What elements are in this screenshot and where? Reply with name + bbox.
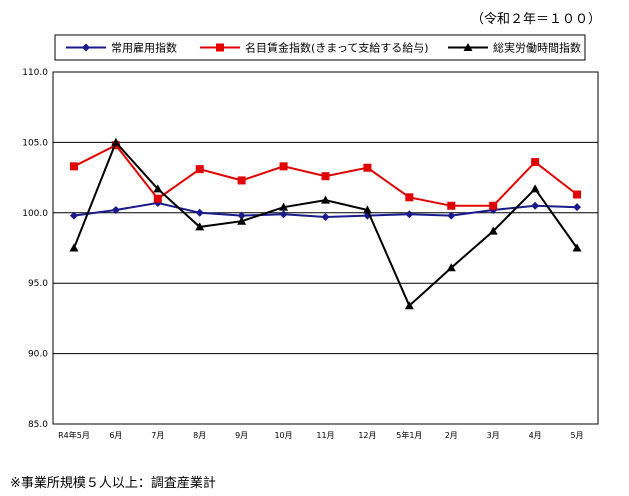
y-tick-label: 110.0 (22, 68, 48, 78)
data-point (405, 193, 414, 202)
data-point (69, 211, 78, 220)
series-2 (69, 137, 582, 310)
data-point (488, 226, 498, 235)
data-point (446, 263, 456, 272)
gridlines (53, 141, 598, 355)
data-point (531, 201, 540, 210)
y-axis-ticks: 85.0 90.0 95.0 100.0 105.0 110.0 (22, 68, 48, 430)
data-point (237, 216, 247, 225)
data-point (195, 208, 204, 217)
x-tick-label: 9月 (235, 431, 248, 440)
x-tick-label: 12月 (358, 431, 376, 440)
data-point (237, 211, 246, 220)
data-point (321, 195, 330, 204)
x-tick-label: 7月 (151, 431, 164, 440)
data-point (279, 162, 288, 171)
y-tick-label: 105.0 (22, 138, 48, 148)
legend-marker-hours (463, 43, 473, 51)
data-point (153, 184, 163, 193)
data-point (404, 301, 414, 310)
x-tick-label: 10月 (274, 431, 292, 440)
x-tick-label: 3月 (487, 431, 500, 440)
data-point (69, 162, 78, 171)
series-0 (69, 198, 582, 222)
x-tick-label: 6月 (109, 431, 122, 440)
data-point (363, 163, 372, 172)
data-point (279, 210, 288, 219)
x-tick-label: 8月 (193, 431, 206, 440)
x-axis-ticks: R4年5月 6月 7月 8月 9月 10月 11月 12月 5年1月 2月 3月 4月 5月 (58, 430, 583, 440)
data-point (531, 158, 540, 167)
data-point (573, 203, 582, 212)
footnote: ※事業所規模５人以上：調査産業計 (10, 476, 216, 491)
legend-box (54, 34, 586, 61)
unit-note: （令和２年＝１００） (470, 12, 601, 27)
data-point (279, 202, 289, 211)
data-point (111, 137, 121, 146)
legend-label-wage: 名目賃金指数(きまって支給する給与) (245, 41, 429, 55)
y-tick-label: 95.0 (28, 279, 48, 289)
data-point (111, 205, 120, 214)
legend-item-employment: 常用雇用指数 (66, 41, 177, 55)
series-group (69, 137, 582, 310)
x-tick-label: 2月 (445, 431, 458, 440)
y-tick-label: 90.0 (28, 350, 48, 360)
y-tick-label: 100.0 (22, 209, 48, 219)
legend-label-hours: 総実労働時間指数 (493, 41, 581, 55)
data-point (405, 210, 414, 219)
data-point (321, 172, 330, 181)
data-point (447, 201, 456, 210)
x-tick-label: 5月 (570, 431, 583, 440)
x-tick-label: 4月 (529, 431, 542, 440)
data-point (69, 243, 79, 252)
legend-marker-employment (82, 43, 90, 52)
data-point (195, 165, 204, 174)
legend-marker-wage (216, 43, 224, 52)
data-point (573, 190, 582, 199)
data-point (572, 243, 582, 252)
data-point (321, 213, 330, 222)
x-tick-label: R4年5月 (58, 430, 90, 440)
data-point (362, 205, 372, 214)
legend-item-hours: 総実労働時間指数 (448, 41, 581, 55)
legend-label-employment: 常用雇用指数 (111, 41, 177, 55)
line-chart: 常用雇用指数 名目賃金指数(きまって支給する給与) 総実労働時間指数 85.0 9… (22, 34, 599, 440)
data-point (195, 222, 205, 231)
x-tick-label: 5年1月 (396, 430, 422, 440)
legend: 常用雇用指数 名目賃金指数(きまって支給する給与) 総実労働時間指数 (66, 41, 581, 55)
plot-area (52, 71, 599, 425)
data-point (237, 176, 246, 185)
x-tick-label: 11月 (316, 431, 334, 440)
y-tick-label: 85.0 (28, 420, 48, 430)
legend-item-wage: 名目賃金指数(きまって支給する給与) (200, 41, 429, 55)
data-point (447, 211, 456, 220)
data-point (489, 201, 498, 210)
data-point (153, 194, 162, 203)
data-point (530, 184, 540, 193)
